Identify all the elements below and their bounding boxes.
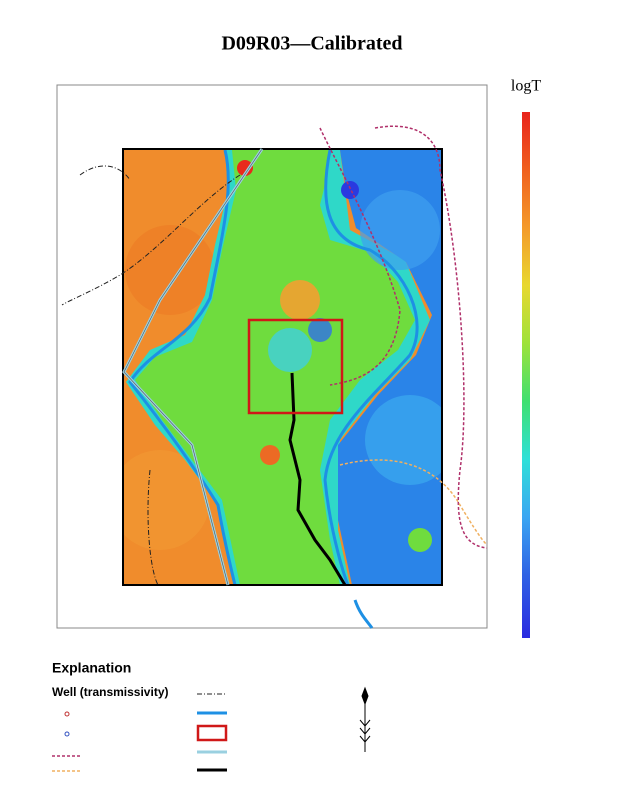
colorbar [522,112,530,638]
salado-dissolution [353,599,374,629]
map-frame [56,84,488,629]
legend-heading: Explanation [52,660,131,676]
high-symbol [64,731,70,737]
title: D09R03—Calibrated [221,33,402,55]
legend-subheading: Well (transmissivity) [52,685,168,699]
colorbar-label: logT [511,78,541,95]
map-raster [123,149,442,585]
north-arrow [359,686,371,752]
low-symbol [64,711,70,717]
model-boundary [122,148,443,586]
wipp-site [247,318,344,415]
mtrack [288,372,347,586]
no-flow-boundary-core [123,148,263,586]
nash-draw [61,165,241,586]
salt-margin-m3h3 [319,125,488,549]
salt-margin-m2h2 [339,459,488,546]
wipp-symbol [196,724,228,742]
